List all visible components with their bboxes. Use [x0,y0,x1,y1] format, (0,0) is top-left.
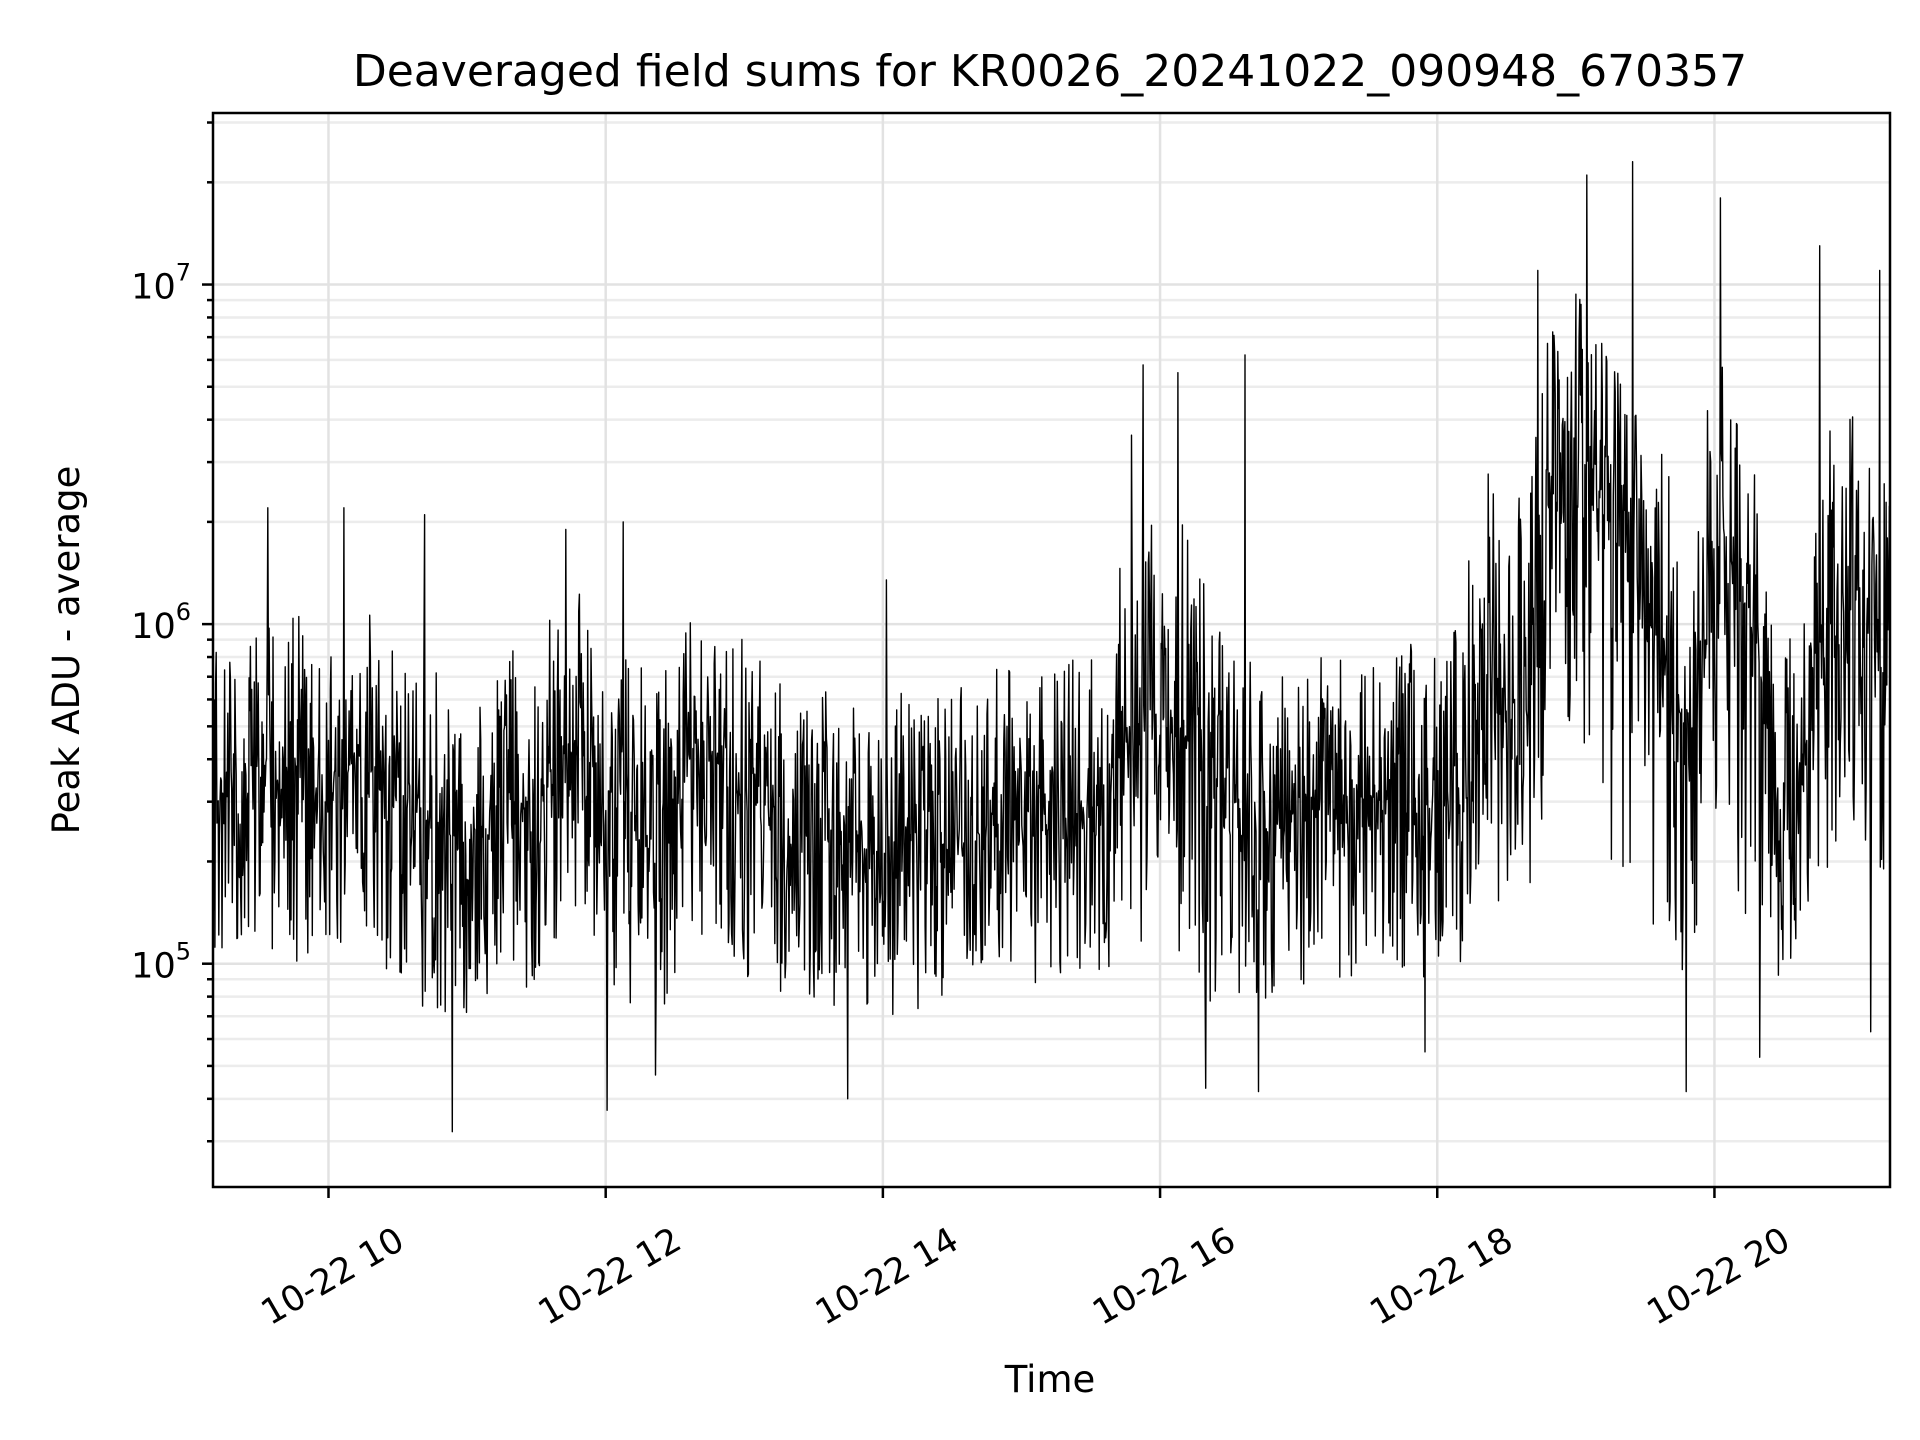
y-tick-label: 107 [131,259,191,308]
y-tick-label: 106 [131,598,191,647]
chart-title: Deaveraged field sums for KR0026_2024102… [353,46,1747,97]
series-line [212,161,1891,1133]
y-tick-label: 105 [131,938,191,987]
x-axis-label: Time [1004,1358,1096,1401]
plot-frame [211,111,1892,1189]
y-axis-label: Peak ADU - average [45,466,88,835]
plot-area [212,161,1891,1133]
